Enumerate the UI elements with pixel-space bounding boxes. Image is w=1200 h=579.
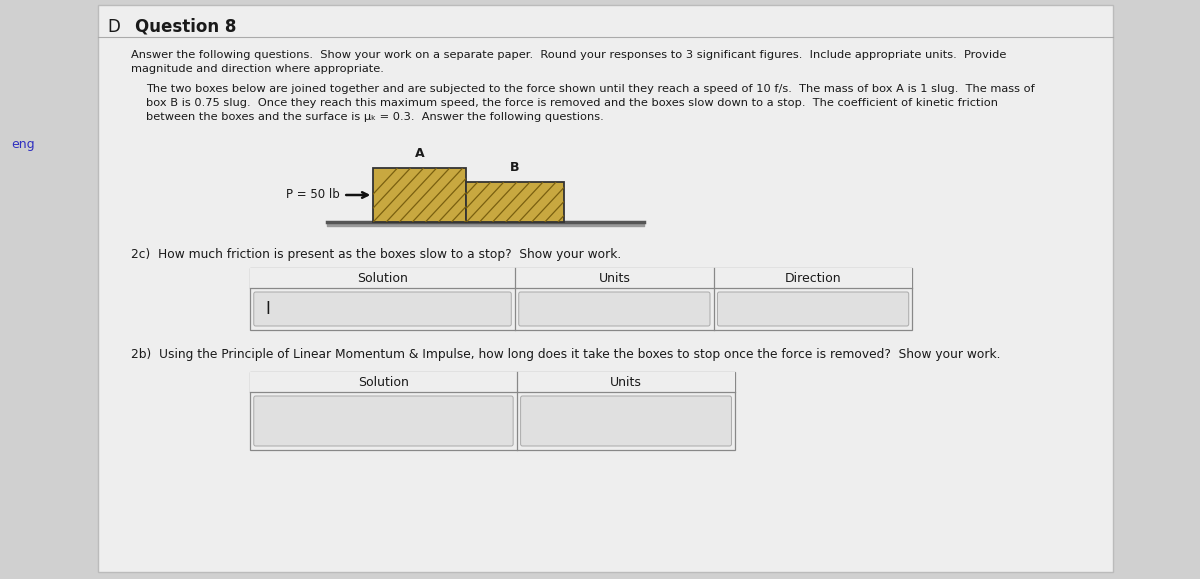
Bar [467, 182, 564, 222]
Bar [250, 268, 912, 288]
Text: Solution: Solution [358, 272, 408, 284]
Text: Direction: Direction [785, 272, 841, 284]
Text: 2c)  How much friction is present as the boxes slow to a stop?  Show your work.: 2c) How much friction is present as the … [131, 248, 620, 261]
Bar [250, 372, 736, 450]
FancyBboxPatch shape [718, 292, 908, 326]
Text: I: I [265, 300, 270, 318]
Text: eng: eng [11, 138, 35, 151]
Text: Units: Units [610, 376, 642, 389]
FancyBboxPatch shape [253, 396, 514, 446]
Text: box B is 0.75 slug.  Once they reach this maximum speed, the force is removed an: box B is 0.75 slug. Once they reach this… [146, 98, 998, 108]
FancyBboxPatch shape [98, 5, 1114, 572]
FancyBboxPatch shape [521, 396, 732, 446]
Text: between the boxes and the surface is μₖ = 0.3.  Answer the following questions.: between the boxes and the surface is μₖ … [146, 112, 605, 122]
Text: 2b)  Using the Principle of Linear Momentum & Impulse, how long does it take the: 2b) Using the Principle of Linear Moment… [131, 348, 1000, 361]
Text: Question 8: Question 8 [136, 18, 236, 36]
FancyBboxPatch shape [253, 292, 511, 326]
Bar [373, 168, 467, 222]
FancyBboxPatch shape [518, 292, 710, 326]
Text: magnitude and direction where appropriate.: magnitude and direction where appropriat… [131, 64, 384, 74]
Bar [250, 268, 912, 330]
Text: The two boxes below are joined together and are subjected to the force shown unt: The two boxes below are joined together … [146, 84, 1036, 94]
Text: Units: Units [599, 272, 630, 284]
Text: P = 50 lb: P = 50 lb [286, 189, 340, 201]
Text: D: D [107, 18, 120, 36]
Bar [250, 372, 736, 392]
Text: B: B [510, 161, 520, 174]
Text: Answer the following questions.  Show your work on a separate paper.  Round your: Answer the following questions. Show you… [131, 50, 1006, 60]
Text: Solution: Solution [358, 376, 409, 389]
Text: A: A [415, 147, 425, 160]
